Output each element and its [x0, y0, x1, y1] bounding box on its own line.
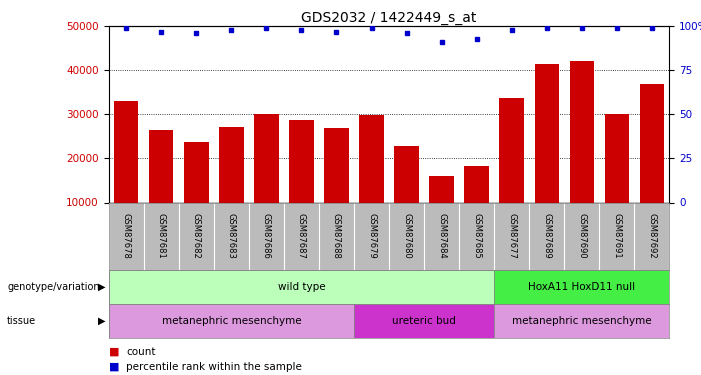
Text: GSM87680: GSM87680 — [402, 213, 411, 259]
Text: ▶: ▶ — [97, 316, 105, 326]
Bar — [290, 120, 314, 247]
Text: ▶: ▶ — [97, 282, 105, 292]
Text: GSM87692: GSM87692 — [648, 213, 656, 259]
Title: GDS2032 / 1422449_s_at: GDS2032 / 1422449_s_at — [301, 11, 477, 25]
Bar — [114, 101, 138, 247]
Bar — [464, 166, 489, 247]
Text: GSM87691: GSM87691 — [613, 213, 621, 259]
Text: metanephric mesenchyme: metanephric mesenchyme — [512, 316, 652, 326]
Bar — [535, 64, 559, 247]
Bar — [254, 114, 278, 247]
Text: count: count — [126, 347, 156, 357]
Bar — [394, 146, 418, 247]
Text: wild type: wild type — [278, 282, 325, 292]
Bar — [569, 62, 594, 247]
Bar — [184, 142, 209, 247]
Bar — [109, 270, 494, 304]
Text: genotype/variation: genotype/variation — [7, 282, 100, 292]
Bar — [494, 270, 669, 304]
Text: percentile rank within the sample: percentile rank within the sample — [126, 362, 302, 372]
Text: ureteric bud: ureteric bud — [392, 316, 456, 326]
Text: GSM87679: GSM87679 — [367, 213, 376, 259]
Bar — [639, 84, 664, 247]
Bar — [494, 304, 669, 338]
Text: GSM87685: GSM87685 — [472, 213, 481, 259]
Bar — [429, 176, 454, 247]
Text: GSM87690: GSM87690 — [578, 213, 586, 259]
Text: GSM87687: GSM87687 — [297, 213, 306, 259]
Text: GSM87686: GSM87686 — [262, 213, 271, 259]
Text: GSM87678: GSM87678 — [122, 213, 130, 259]
Text: GSM87688: GSM87688 — [332, 213, 341, 259]
Text: GSM87677: GSM87677 — [508, 213, 516, 259]
Text: HoxA11 HoxD11 null: HoxA11 HoxD11 null — [529, 282, 635, 292]
Text: ■: ■ — [109, 347, 119, 357]
Text: GSM87684: GSM87684 — [437, 213, 446, 259]
Text: ■: ■ — [109, 362, 119, 372]
Text: tissue: tissue — [7, 316, 36, 326]
Bar — [324, 128, 349, 247]
Bar — [604, 114, 629, 247]
Bar — [219, 127, 244, 247]
Bar — [359, 115, 384, 247]
Bar — [354, 304, 494, 338]
Bar — [109, 304, 354, 338]
Text: GSM87689: GSM87689 — [543, 213, 551, 259]
Text: GSM87682: GSM87682 — [192, 213, 200, 259]
Text: GSM87681: GSM87681 — [157, 213, 165, 259]
Bar — [499, 98, 524, 247]
Bar — [149, 130, 174, 247]
Text: metanephric mesenchyme: metanephric mesenchyme — [161, 316, 301, 326]
Text: GSM87683: GSM87683 — [227, 213, 236, 259]
